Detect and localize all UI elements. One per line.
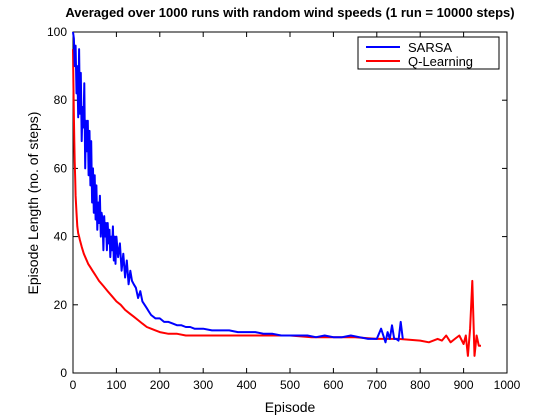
x-tick-label: 500 <box>280 378 300 392</box>
x-axis-label: Episode <box>265 399 316 415</box>
y-axis-ticks: 0 20 40 60 80 100 <box>47 25 507 380</box>
y-axis-label: Episode Length (no. of steps) <box>25 112 41 295</box>
x-tick-label: 200 <box>150 378 170 392</box>
legend-label: Q-Learning <box>408 54 473 69</box>
series-line-sarsa <box>72 31 404 344</box>
series-line-q-learning <box>72 49 481 357</box>
x-tick-label: 0 <box>70 378 77 392</box>
legend-box <box>357 36 500 70</box>
x-tick-label: 100 <box>106 378 126 392</box>
x-tick-label: 400 <box>237 378 257 392</box>
x-tick-label: 800 <box>410 378 430 392</box>
y-tick-label: 60 <box>54 161 68 175</box>
y-tick-label: 100 <box>47 25 67 39</box>
x-tick-label: 700 <box>367 378 387 392</box>
chart-title: Averaged over 1000 runs with random wind… <box>65 5 514 20</box>
x-axis-ticks: 0 100 200 300 400 500 600 700 800 900 1000 <box>70 32 521 392</box>
y-tick-label: 40 <box>54 230 68 244</box>
x-tick-label: 600 <box>323 378 343 392</box>
plot-frame <box>72 31 508 374</box>
legend-label: SARSA <box>408 40 452 55</box>
y-tick-label: 0 <box>60 366 67 380</box>
y-tick-label: 20 <box>54 298 68 312</box>
x-tick-label: 1000 <box>494 378 521 392</box>
y-tick-label: 80 <box>54 93 68 107</box>
series-lines <box>72 31 481 357</box>
x-tick-label: 300 <box>193 378 213 392</box>
plot-area <box>72 31 508 374</box>
x-tick-label: 900 <box>454 378 474 392</box>
